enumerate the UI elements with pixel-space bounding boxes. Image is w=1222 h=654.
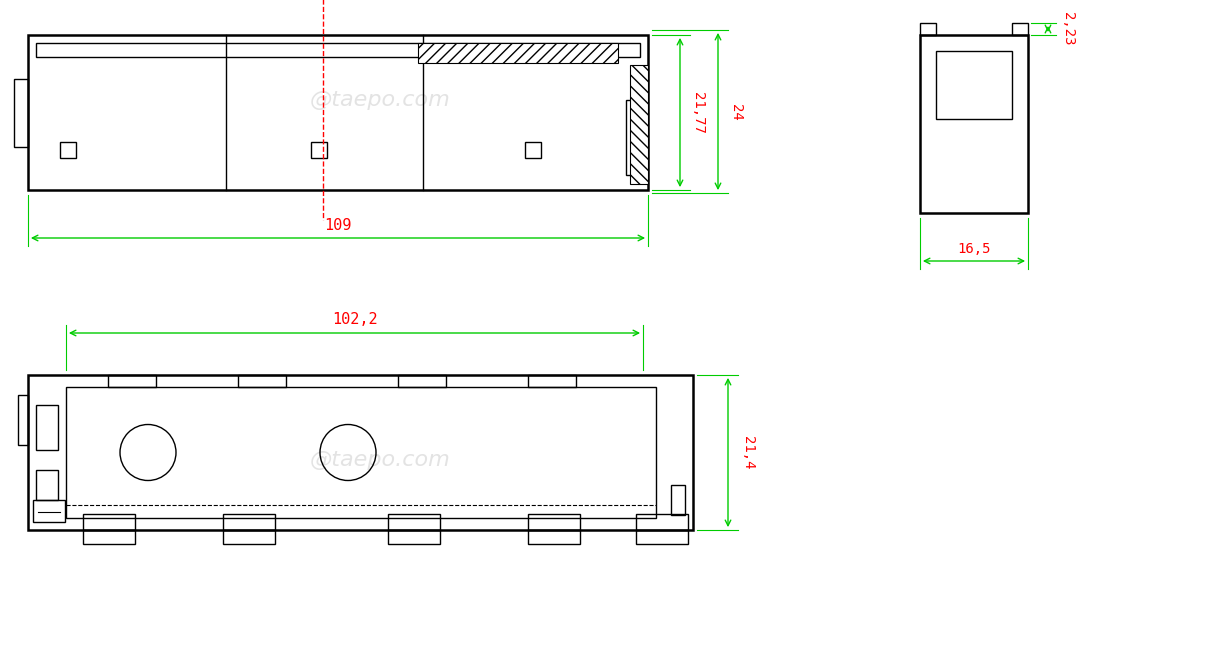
Text: 16,5: 16,5 xyxy=(957,242,991,256)
Text: @taepo.com: @taepo.com xyxy=(309,450,451,470)
Bar xyxy=(60,142,76,158)
Bar xyxy=(920,23,936,35)
Bar xyxy=(626,100,638,175)
Bar xyxy=(35,405,57,450)
Bar xyxy=(671,485,686,515)
Text: @taepo.com: @taepo.com xyxy=(309,90,451,110)
Bar xyxy=(222,530,275,544)
Bar xyxy=(83,514,134,530)
Bar xyxy=(28,375,693,530)
Bar xyxy=(83,530,134,544)
Bar xyxy=(18,395,28,445)
Bar xyxy=(35,470,57,500)
Bar xyxy=(108,375,156,387)
Bar xyxy=(920,35,1028,213)
Bar xyxy=(525,142,541,158)
Bar xyxy=(33,500,65,522)
Bar xyxy=(398,375,446,387)
Bar xyxy=(35,43,640,57)
Bar xyxy=(13,78,28,146)
Bar xyxy=(528,514,580,530)
Bar xyxy=(631,65,648,184)
Bar xyxy=(635,530,688,544)
Text: 2,23: 2,23 xyxy=(1061,12,1075,46)
Bar xyxy=(528,375,576,387)
Text: 21,4: 21,4 xyxy=(741,436,755,470)
Bar xyxy=(635,514,688,530)
Bar xyxy=(389,514,440,530)
Text: 102,2: 102,2 xyxy=(331,311,378,326)
Bar xyxy=(528,530,580,544)
Text: 109: 109 xyxy=(324,218,352,233)
Bar xyxy=(418,43,618,63)
Bar xyxy=(312,142,327,158)
Bar xyxy=(66,387,656,518)
Text: 24: 24 xyxy=(730,104,743,121)
Bar xyxy=(389,530,440,544)
Bar xyxy=(936,51,1012,119)
Text: 21,77: 21,77 xyxy=(690,92,705,133)
Bar xyxy=(28,35,648,190)
Bar xyxy=(222,514,275,530)
Bar xyxy=(1012,23,1028,35)
Bar xyxy=(238,375,286,387)
